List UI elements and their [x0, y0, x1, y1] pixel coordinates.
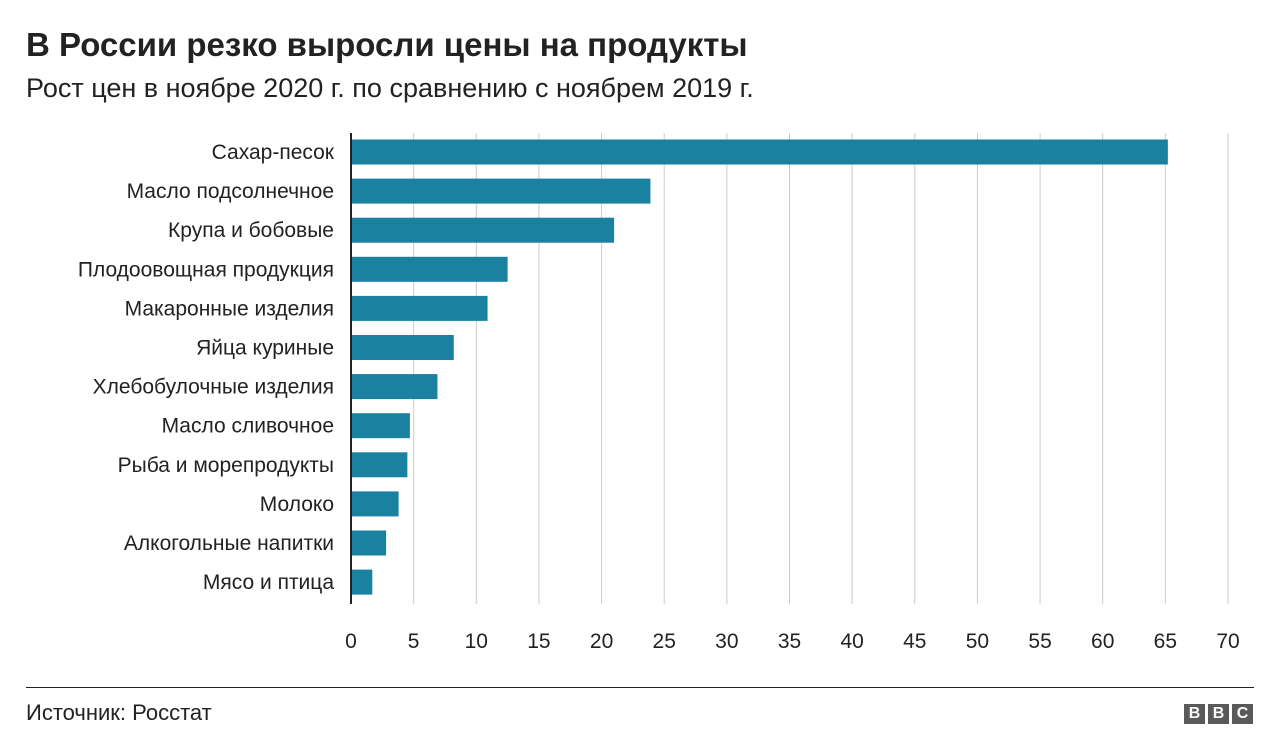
bbc-logo: B B C [1184, 704, 1253, 724]
bar [351, 335, 454, 360]
bar [351, 256, 508, 282]
x-tick-label: 15 [527, 630, 550, 653]
bar [351, 374, 438, 400]
category-label: Крупа и бобовые [168, 219, 334, 242]
bar-chart: 0 5 10 15 20 25 30 35 40 45 50 55 60 65 70 Сахар-песок М… [78, 133, 1240, 653]
x-tick-label: 30 [715, 630, 738, 653]
category-label: Молоко [260, 493, 334, 516]
chart-subtitle: Рост цен в ноябре 2020 г. по сравнению с… [26, 73, 754, 103]
x-tick-label: 35 [778, 630, 801, 653]
chart-title: В России резко выросли цены на продукты [26, 26, 748, 63]
logo-letter-3: C [1232, 704, 1253, 724]
category-label: Мясо и птица [203, 571, 334, 594]
footer-divider [26, 687, 1254, 688]
logo-letter-1: B [1184, 704, 1205, 724]
bar [351, 217, 615, 243]
category-label: Плодоовощная продукция [78, 258, 334, 281]
x-tick-label: 70 [1216, 630, 1239, 653]
category-label: Хлебобулочные изделия [93, 376, 334, 399]
category-label: Рыба и морепродукты [118, 454, 334, 477]
category-label: Масло подсолнечное [127, 180, 334, 203]
bar [351, 178, 651, 204]
bar [351, 413, 410, 439]
x-tick-label: 10 [465, 630, 488, 653]
x-tick-label: 25 [653, 630, 676, 653]
bar [351, 569, 373, 595]
x-tick-label: 5 [408, 630, 420, 653]
category-label: Сахар-песок [212, 141, 335, 164]
bar [351, 139, 1168, 165]
x-tick-label: 20 [590, 630, 613, 653]
bar [351, 491, 399, 517]
category-label: Масло сливочное [162, 415, 334, 438]
logo-letter-2: B [1208, 704, 1229, 724]
x-tick-label: 50 [966, 630, 989, 653]
x-tick-label: 40 [840, 630, 863, 653]
x-tick-label: 45 [903, 630, 926, 653]
x-tick-label: 60 [1091, 630, 1114, 653]
x-tick-label: 65 [1154, 630, 1177, 653]
bar [351, 530, 387, 556]
bar [351, 452, 408, 478]
category-label: Алкогольные напитки [124, 532, 334, 555]
category-label: Яйца куриные [196, 337, 334, 360]
x-tick-label: 0 [345, 630, 357, 653]
x-tick-label: 55 [1028, 630, 1051, 653]
source-note: Источник: Росстат [26, 700, 212, 725]
category-label: Макаронные изделия [125, 297, 334, 320]
bar [351, 295, 488, 321]
